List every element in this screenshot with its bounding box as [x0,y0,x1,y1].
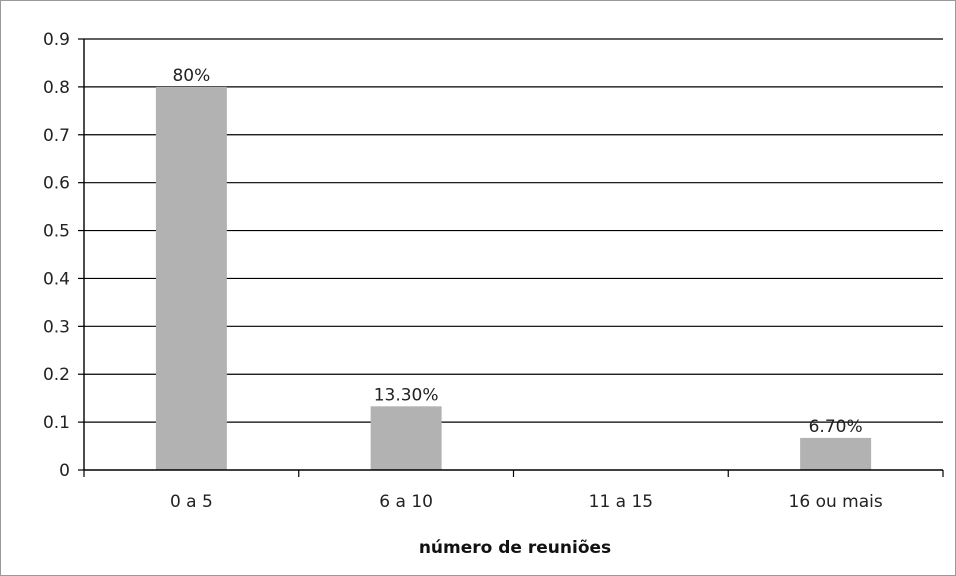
axes [78,38,944,477]
y-tick-label: 0.4 [43,269,70,289]
bar [800,437,872,470]
y-tick-label: 0.1 [43,413,70,433]
y-tick-label: 0.9 [43,30,70,50]
gridlines [84,38,943,423]
x-tick-label: 6 a 10 [379,492,433,512]
bars [155,86,872,470]
y-tick-label: 0.7 [43,126,70,146]
x-tick-labels: 0 a 5 6 a 10 11 a 15 16 ou mais [170,492,883,512]
y-tick-label: 0 [59,461,70,481]
y-tick-label: 0.3 [43,317,70,337]
y-tick-label: 0.6 [43,174,70,194]
x-tick-label: 0 a 5 [170,492,213,512]
bar [370,406,442,470]
x-tick-label: 11 a 15 [589,492,654,512]
y-tick-labels: 0 0.1 0.2 0.3 0.4 0.5 0.6 0.7 0.8 0.9 [43,30,70,481]
x-tick-label: 16 ou mais [789,492,883,512]
data-label: 13.30% [374,385,439,405]
y-tick-label: 0.5 [43,222,70,242]
data-label: 80% [172,66,210,86]
data-label: 6.70% [809,417,863,437]
data-labels: 80% 13.30% 6.70% [172,66,862,437]
bar [155,86,227,470]
y-tick-label: 0.2 [43,365,70,385]
x-axis-title: número de reuniões [419,538,611,558]
y-tick-label: 0.8 [43,78,70,98]
